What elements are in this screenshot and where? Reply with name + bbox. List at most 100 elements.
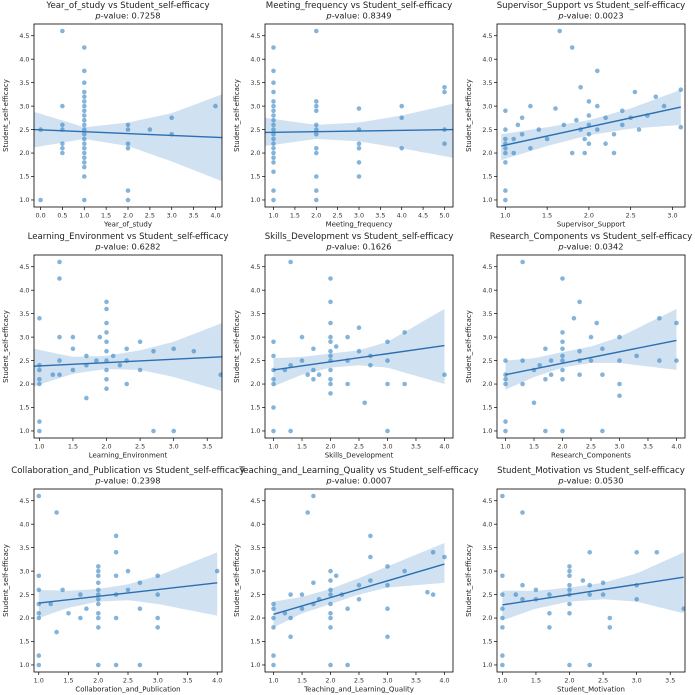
y-tick-label: 3.0	[19, 333, 29, 341]
x-tick-label: 3.5	[665, 677, 675, 685]
y-tick-label: 1.0	[482, 661, 492, 669]
axes-frame	[496, 23, 686, 208]
data-point	[547, 625, 552, 630]
y-tick-label: 4.5	[250, 497, 260, 505]
data-point	[503, 419, 508, 424]
data-point	[316, 372, 322, 378]
data-point	[385, 339, 390, 345]
data-point	[96, 601, 101, 607]
data-point	[104, 330, 109, 335]
x-tick-label: 1.0	[79, 212, 89, 220]
data-point	[104, 299, 109, 305]
y-axis-label: Student_self-efficacy	[465, 79, 473, 152]
data-point	[328, 299, 333, 305]
data-point	[503, 381, 508, 387]
x-tick-label: 1.5	[68, 443, 78, 451]
data-point	[328, 377, 333, 382]
data-point	[82, 127, 87, 132]
y-tick-label: 4.5	[19, 263, 29, 271]
data-point	[356, 146, 362, 151]
x-tick-label: 5.0	[439, 212, 449, 220]
data-point	[57, 259, 62, 265]
data-point	[611, 132, 617, 137]
data-point	[60, 141, 65, 146]
data-point	[328, 592, 333, 597]
data-point	[528, 146, 533, 151]
data-point	[588, 358, 594, 363]
data-point	[171, 346, 176, 352]
data-point	[328, 615, 333, 621]
pvalue-text: -value: 0.0007	[332, 476, 392, 486]
x-axis-label: Supervisor_Support	[557, 221, 626, 229]
data-point	[82, 103, 87, 109]
data-point	[442, 85, 447, 90]
x-tick-label: 1.5	[297, 443, 307, 451]
y-tick-label: 1.5	[19, 638, 29, 646]
data-point	[271, 662, 276, 668]
data-point	[620, 122, 625, 128]
data-point	[569, 45, 575, 50]
x-tick-label: 2.0	[93, 677, 103, 685]
y-tick-label: 4.0	[19, 55, 29, 63]
data-point	[356, 582, 362, 588]
data-point	[520, 259, 525, 265]
data-point	[314, 99, 319, 104]
pvalue-label: p-value: 0.1626	[325, 242, 391, 252]
data-point	[328, 601, 333, 607]
data-point	[96, 580, 101, 586]
data-point	[520, 358, 525, 363]
data-point	[37, 377, 42, 382]
x-tick-label: 3.0	[632, 677, 642, 685]
data-point	[653, 94, 659, 99]
data-point	[636, 127, 642, 132]
data-point	[271, 606, 276, 611]
y-tick-label: 4.0	[482, 520, 492, 528]
pvalue-label: p-value: 0.8349	[325, 11, 391, 21]
confidence-band	[34, 323, 222, 392]
subplot-3: Supervisor_Support vs Student_self-effic…	[465, 1, 686, 229]
regression-line	[273, 344, 445, 371]
pvalue-label: p-value: 0.0023	[557, 11, 623, 21]
data-point	[155, 615, 160, 621]
subplot-8: Teaching_and_Learning_Quality vs Student…	[233, 466, 479, 694]
data-point	[442, 141, 447, 146]
data-point	[577, 348, 582, 354]
x-axis-label: Research_Components	[551, 452, 631, 460]
y-tick-label: 1.5	[482, 173, 492, 181]
y-tick-label: 2.5	[250, 126, 260, 134]
plot-area	[34, 259, 222, 434]
x-tick-label: 1.0	[268, 677, 278, 685]
data-point	[82, 141, 87, 146]
data-point	[678, 87, 684, 92]
data-point	[328, 625, 333, 630]
data-point	[503, 108, 508, 114]
data-point	[60, 587, 65, 593]
data-point	[271, 99, 276, 104]
y-tick-label: 2.5	[250, 357, 260, 365]
x-axis-label: Student_Motivation	[557, 686, 625, 694]
data-point	[271, 136, 276, 142]
data-point	[271, 381, 276, 387]
data-point	[567, 573, 572, 579]
data-point	[356, 141, 362, 146]
data-point	[271, 80, 276, 85]
data-point	[595, 68, 600, 74]
data-point	[519, 132, 525, 137]
data-point	[96, 625, 101, 630]
x-tick-label: 4.5	[418, 212, 428, 220]
pvalue-text: -value: 0.6282	[101, 242, 161, 252]
y-tick-label: 2.0	[250, 149, 260, 157]
x-tick-label: 3.0	[167, 212, 177, 220]
data-point	[399, 115, 405, 121]
x-tick-label: 4.0	[210, 212, 220, 220]
y-axis-label: Student_self-efficacy	[233, 310, 241, 383]
data-point	[580, 578, 586, 583]
x-axis-label: Year_of_study	[103, 221, 152, 229]
y-axis-label: Student_self-efficacy	[233, 544, 241, 617]
data-point	[560, 358, 565, 363]
x-tick-label: 2.0	[564, 677, 574, 685]
y-tick-label: 2.5	[482, 357, 492, 365]
data-point	[511, 136, 516, 142]
x-axis-label: Skills_Development	[325, 452, 394, 460]
data-point	[511, 150, 516, 156]
